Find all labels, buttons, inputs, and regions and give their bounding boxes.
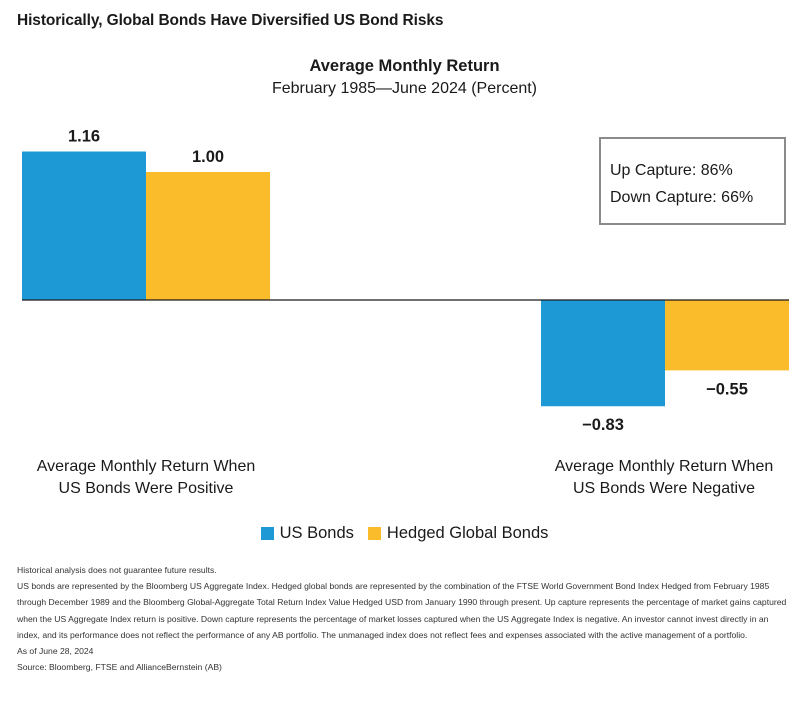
- category-label-line: US Bonds Were Negative: [572, 480, 755, 497]
- legend-item-hedged-global-bonds: Hedged Global Bonds: [367, 524, 549, 543]
- legend-item-us-bonds: US Bonds: [260, 524, 354, 543]
- bar-us-bonds: [22, 151, 146, 300]
- chart-legend: US Bonds Hedged Global Bonds: [0, 524, 809, 543]
- bar-hedged-global-bonds: [665, 300, 789, 371]
- footnote-methodology: US bonds are represented by the Bloomber…: [17, 581, 787, 640]
- chart-title: Average Monthly Return: [309, 57, 500, 75]
- footnote-date: As of June 28, 2024: [17, 646, 94, 657]
- bar-hedged-global-bonds: [146, 172, 270, 300]
- legend-label: US Bonds: [279, 524, 354, 542]
- page-title: Historically, Global Bonds Have Diversif…: [17, 12, 444, 29]
- footnote-source: Source: Bloomberg, FTSE and AllianceBern…: [17, 662, 222, 673]
- capture-ratio-box: Up Capture: 86% Down Capture: 66%: [599, 137, 786, 225]
- category-label-negative: Average Monthly Return When US Bonds Wer…: [534, 456, 794, 500]
- data-label: 1.16: [68, 128, 100, 146]
- footnotes: Historical analysis does not guarantee f…: [17, 562, 792, 675]
- category-label-line: Average Monthly Return When: [36, 458, 256, 475]
- footnote-disclaimer: Historical analysis does not guarantee f…: [17, 565, 217, 575]
- down-capture-text: Down Capture: 66%: [610, 189, 754, 206]
- category-label-line: US Bonds Were Positive: [58, 480, 234, 497]
- data-label: −0.83: [582, 416, 624, 434]
- legend-swatch-us-bonds: [260, 527, 274, 540]
- category-label-line: Average Monthly Return When: [554, 458, 774, 475]
- legend-swatch-hedged-global-bonds: [367, 527, 381, 540]
- category-label-positive: Average Monthly Return When US Bonds Wer…: [16, 456, 276, 500]
- bar-us-bonds: [541, 300, 665, 407]
- data-label: −0.55: [706, 380, 748, 398]
- legend-label: Hedged Global Bonds: [386, 524, 549, 542]
- data-label: 1.00: [192, 148, 224, 166]
- up-capture-text: Up Capture: 86%: [610, 162, 733, 179]
- chart-subtitle: February 1985—June 2024 (Percent): [271, 80, 538, 97]
